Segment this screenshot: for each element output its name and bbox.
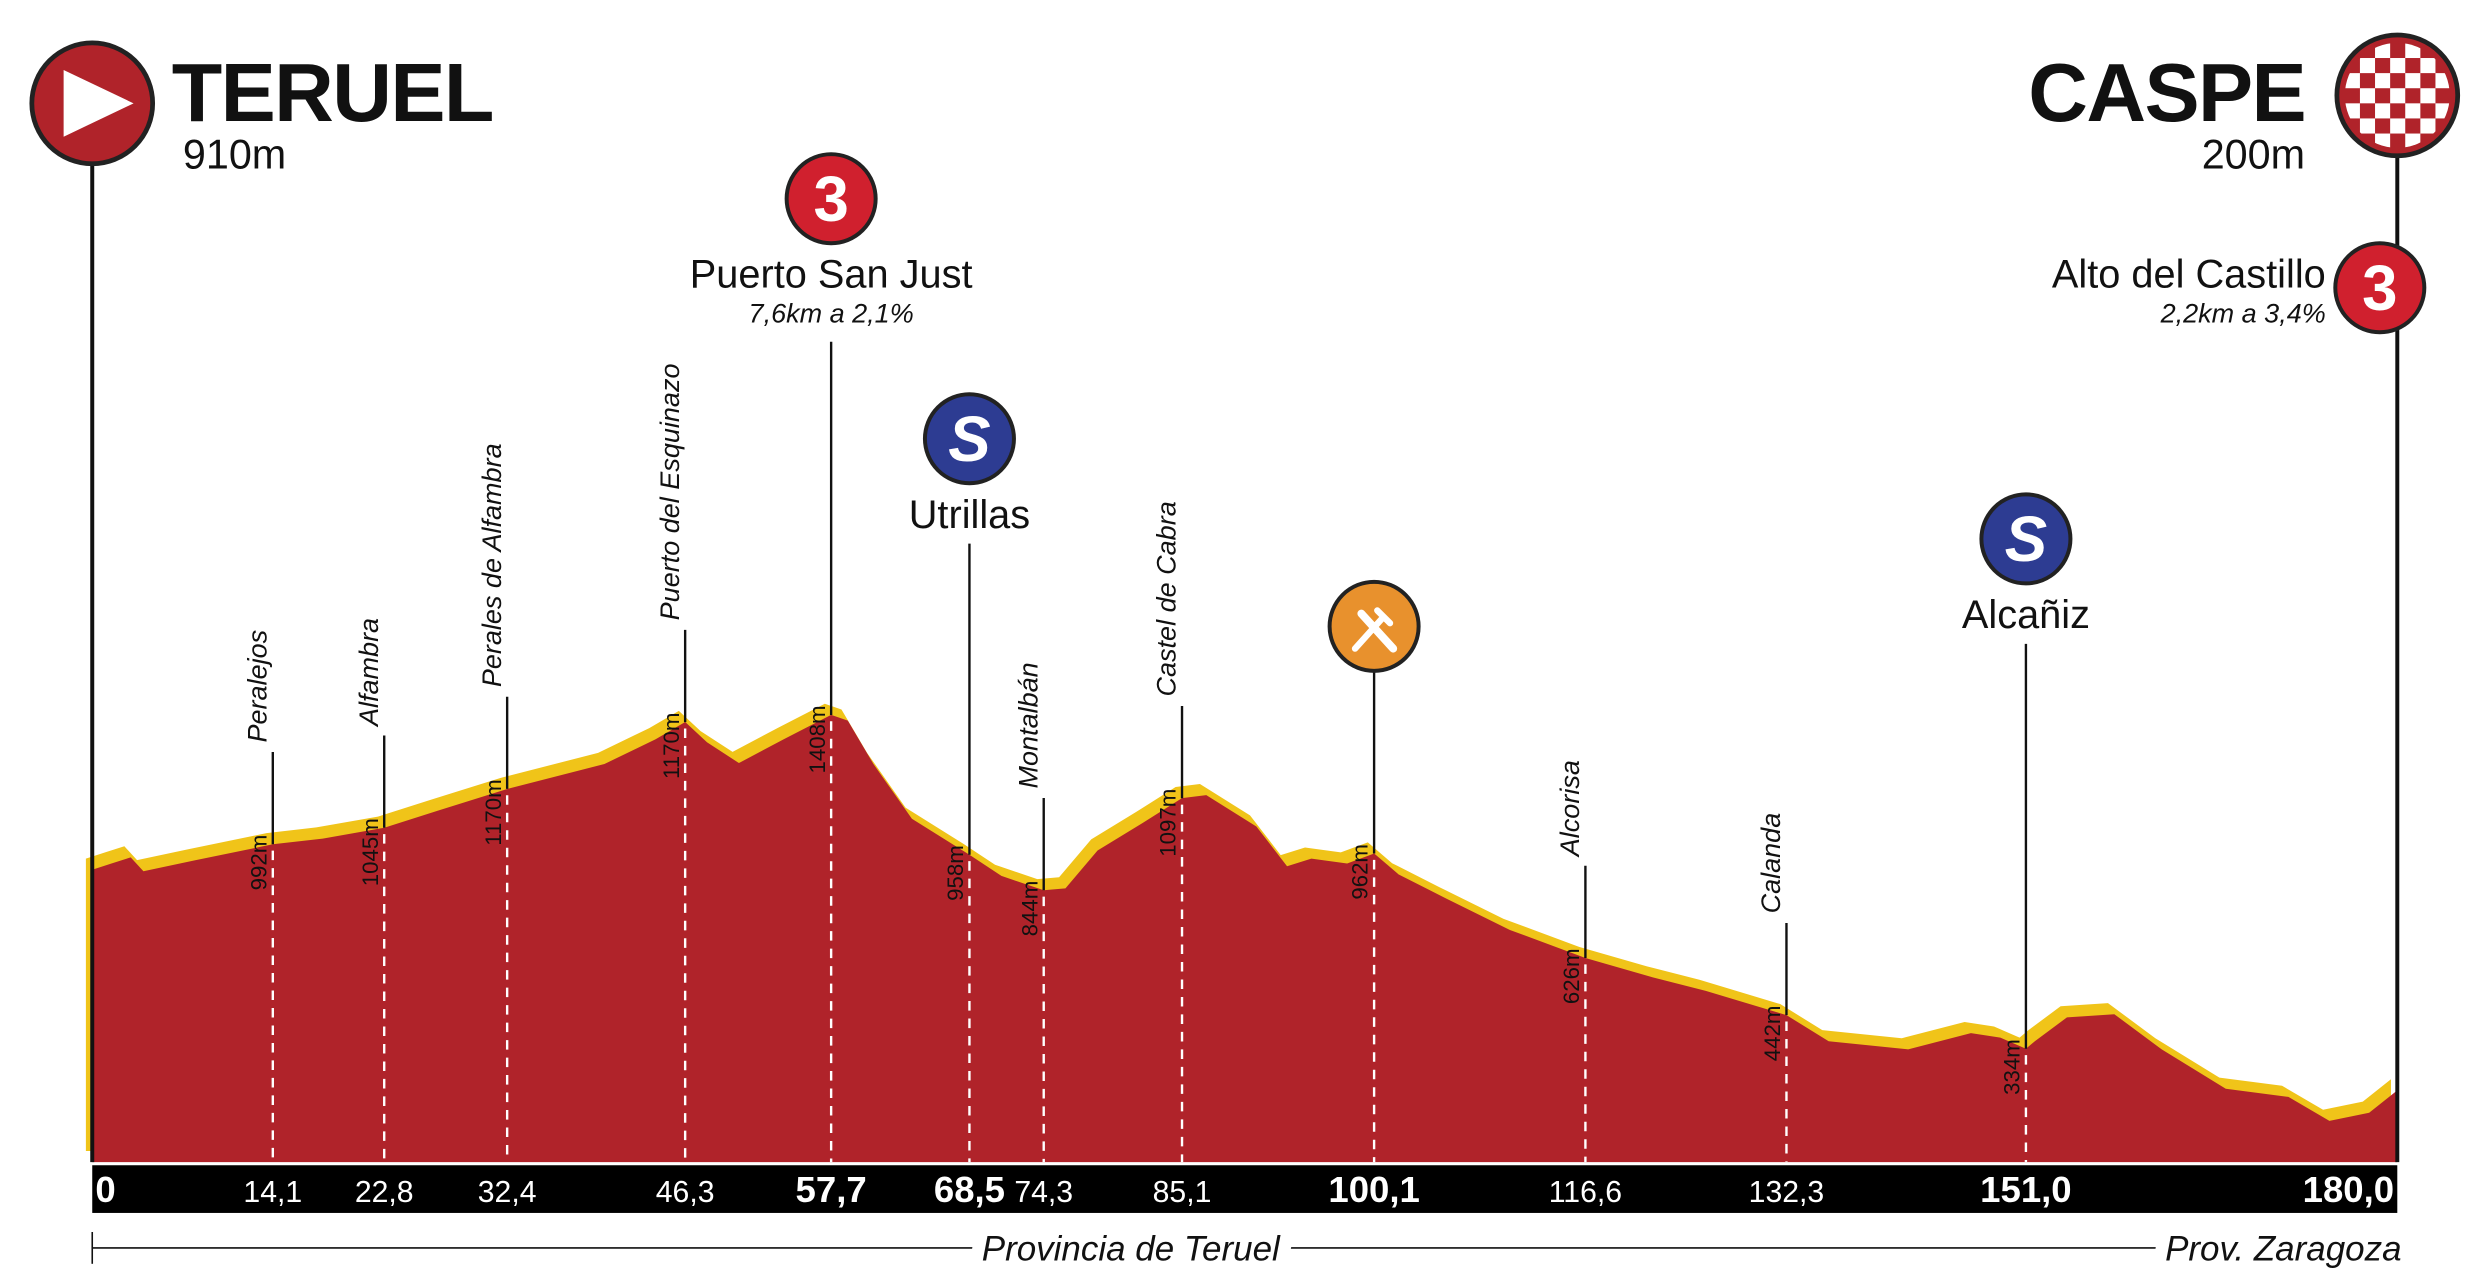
elevation-label: 992m <box>246 835 271 891</box>
feed-knife <box>1357 609 1398 653</box>
km-label: 14,1 <box>243 1176 302 1209</box>
climb-detail: 2,2km a 3,4% <box>2160 299 2326 329</box>
elevation-label: 958m <box>943 845 968 901</box>
climb-category: 3 <box>2362 253 2397 324</box>
checker-square <box>2390 58 2406 74</box>
start-km: 0 <box>95 1169 115 1210</box>
start-elevation: 910m <box>183 132 286 178</box>
waypoint-name: Calanda <box>1756 813 1786 914</box>
climb-name: Alto del Castillo <box>2052 253 2326 297</box>
waypoint-name: Castel de Cabra <box>1152 501 1182 696</box>
finish-name: CASPE <box>2028 46 2305 139</box>
checker-square <box>2375 133 2391 148</box>
km-label: 132,3 <box>1749 1176 1825 1209</box>
checker-square <box>2405 103 2421 119</box>
climb-icon <box>784 152 878 246</box>
waypoint-name: Montalbán <box>1013 662 1043 788</box>
waypoint-name: Alcorisa <box>1555 760 1585 858</box>
checker-square <box>2405 73 2421 89</box>
elevation-label: 1170m <box>481 779 506 845</box>
waypoint-name: Perales de Alfambra <box>477 443 507 687</box>
checker-square <box>2344 73 2360 89</box>
elevation-label: 844m <box>1017 881 1042 937</box>
km-label-major: 57,7 <box>796 1169 867 1210</box>
start-arrow <box>63 69 134 137</box>
elevation-label: 962m <box>1348 844 1373 900</box>
elevation-label: 1408m <box>805 705 830 773</box>
km-label-major: 68,5 <box>934 1169 1005 1210</box>
elevation-label: 1097m <box>1156 789 1181 857</box>
sprint-name: Alcañiz <box>1962 593 2090 637</box>
km-bar <box>92 1165 2398 1213</box>
sprint-icon <box>922 392 1016 486</box>
km-label: 85,1 <box>1153 1176 1212 1209</box>
profile-area <box>92 714 2398 1163</box>
sprint-name: Utrillas <box>909 493 1030 537</box>
checker-square <box>2375 42 2391 59</box>
elevation-label: 1045m <box>358 818 383 886</box>
province-name: Provincia de Teruel <box>982 1230 1281 1269</box>
elevation-label: 626m <box>1559 948 1584 1004</box>
checker-square <box>2359 118 2376 134</box>
checker-square <box>2344 103 2360 119</box>
finish-elevation: 200m <box>2202 132 2305 178</box>
checker-square <box>2390 88 2406 104</box>
km-label: 46,3 <box>656 1176 715 1209</box>
km-label: 22,8 <box>355 1176 414 1209</box>
sprint-icon <box>1979 492 2073 586</box>
checker-square <box>2375 73 2391 89</box>
checker-square <box>2359 88 2376 104</box>
checker-square <box>2359 58 2376 74</box>
sprint-symbol: S <box>948 404 990 475</box>
checker-square <box>2420 118 2436 134</box>
checker-square <box>2390 118 2406 134</box>
checker-square <box>2420 88 2436 104</box>
sprint-symbol: S <box>2005 504 2047 575</box>
start-name: TERUEL <box>172 46 493 139</box>
elevation-label: 1170m <box>659 713 684 779</box>
waypoint-name: Peralejos <box>242 630 272 743</box>
climb-detail: 7,6km a 2,1% <box>749 299 914 329</box>
climb-name: Puerto San Just <box>690 253 973 297</box>
checker-square <box>2420 58 2436 74</box>
checker-square <box>2375 103 2391 119</box>
km-label-major: 100,1 <box>1328 1169 1419 1210</box>
elevation-label: 442m <box>1760 1006 1785 1062</box>
km-label: 74,3 <box>1014 1176 1073 1209</box>
checker-square <box>2405 42 2421 59</box>
elevation-label: 334m <box>2000 1039 2025 1095</box>
climb-category: 3 <box>813 164 848 235</box>
province-name: Prov. Zaragoza <box>2165 1230 2401 1269</box>
waypoint-name: Puerto del Esquinazo <box>655 364 685 621</box>
feed-fork <box>1351 607 1394 652</box>
climb-icon <box>2333 241 2427 335</box>
km-label: 32,4 <box>478 1176 537 1209</box>
km-label: 116,6 <box>1549 1176 1622 1209</box>
waypoint-name: Alfambra <box>354 618 384 728</box>
km-label-major: 151,0 <box>1980 1169 2071 1210</box>
checker-square <box>2435 73 2450 89</box>
finish-km: 180,0 <box>2303 1169 2394 1210</box>
